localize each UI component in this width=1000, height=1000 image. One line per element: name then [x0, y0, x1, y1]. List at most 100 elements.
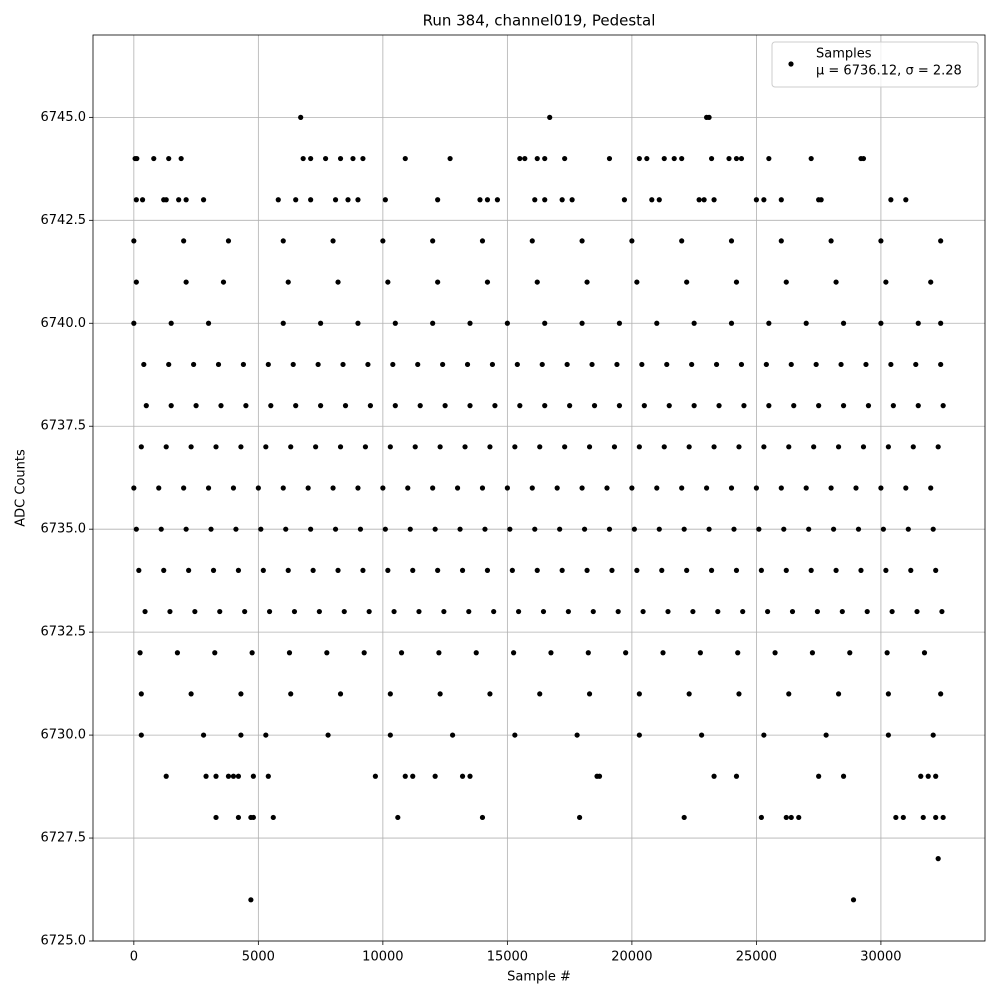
sample-point	[489, 361, 496, 368]
sample-point	[365, 361, 371, 368]
sample-point	[258, 526, 264, 532]
sample-point	[938, 691, 944, 697]
sample-point	[178, 155, 184, 162]
sample-point	[213, 814, 219, 821]
sample-point	[733, 773, 740, 779]
sample-point	[576, 814, 583, 821]
sample-point	[362, 444, 369, 450]
sample-point	[708, 155, 715, 162]
sample-point	[711, 773, 717, 779]
sample-point	[213, 444, 219, 450]
sample-point	[454, 485, 461, 491]
sample-point	[641, 403, 647, 409]
sample-point	[786, 691, 792, 697]
sample-point	[440, 361, 446, 368]
sample-point	[542, 403, 548, 409]
sample-point	[268, 403, 274, 409]
sample-point	[539, 361, 545, 368]
sample-point	[380, 485, 386, 491]
sample-point	[134, 155, 140, 162]
sample-point	[494, 197, 501, 203]
sample-point	[557, 526, 563, 532]
sample-point	[360, 155, 366, 162]
sample-point	[283, 526, 289, 532]
sample-point	[280, 320, 286, 326]
sample-point	[586, 691, 593, 697]
sample-point	[139, 197, 146, 203]
sample-point	[585, 650, 591, 656]
sample-point	[280, 238, 286, 244]
sample-point	[181, 485, 187, 491]
sample-point	[242, 608, 248, 615]
sample-point	[814, 608, 821, 615]
sample-point	[855, 526, 862, 532]
sample-point	[217, 608, 223, 615]
sample-point	[928, 279, 934, 285]
sample-point	[200, 732, 207, 738]
sample-point	[230, 773, 237, 779]
sample-point	[833, 279, 839, 285]
sample-point	[340, 361, 346, 368]
sample-point	[288, 444, 294, 450]
sample-point	[143, 403, 149, 409]
sample-point	[604, 485, 610, 491]
sample-point	[883, 279, 889, 285]
sample-point	[342, 403, 349, 409]
sample-point	[512, 444, 518, 450]
sample-point	[733, 155, 740, 162]
legend-label: Samples	[816, 47, 872, 62]
sample-point	[930, 526, 936, 532]
sample-point	[679, 238, 685, 244]
sample-point	[200, 197, 207, 203]
sample-point	[402, 773, 408, 779]
sample-point	[860, 155, 867, 162]
sample-point	[763, 361, 769, 368]
sample-point	[631, 526, 637, 532]
sample-point	[733, 567, 740, 573]
sample-point	[410, 773, 416, 779]
sample-point	[131, 320, 137, 326]
sample-point	[166, 361, 172, 368]
sample-point	[300, 155, 306, 162]
x-tick-label: 10000	[362, 950, 403, 965]
sample-point	[816, 773, 822, 779]
sample-point	[786, 444, 792, 450]
sample-point	[914, 608, 920, 615]
sample-point	[205, 320, 212, 326]
sample-point	[933, 773, 939, 779]
sample-point	[933, 567, 939, 573]
sample-point	[534, 567, 540, 573]
sample-point	[308, 197, 314, 203]
sample-point	[567, 403, 573, 409]
sample-point	[803, 320, 809, 326]
sample-point	[818, 197, 824, 203]
sample-point	[939, 608, 945, 615]
sample-point	[335, 567, 341, 573]
sample-point	[305, 485, 311, 491]
sample-point	[447, 155, 453, 162]
sample-point	[889, 608, 895, 615]
sample-point	[629, 485, 635, 491]
sample-point	[509, 567, 515, 573]
sample-point	[562, 155, 568, 162]
legend-box	[771, 41, 979, 88]
sample-point	[168, 320, 174, 326]
sample-point	[290, 361, 296, 368]
sample-point	[766, 403, 772, 409]
sample-point	[266, 608, 273, 615]
sample-point	[487, 444, 493, 450]
sample-point	[183, 526, 189, 532]
sample-point	[479, 814, 486, 821]
sample-point	[903, 197, 909, 203]
sample-point	[466, 608, 472, 615]
sample-point	[621, 197, 628, 203]
sample-point	[291, 608, 298, 615]
sample-point	[166, 155, 172, 162]
sample-point	[586, 444, 593, 450]
x-tick-label: 30000	[860, 950, 901, 965]
sample-point	[756, 526, 762, 532]
sample-point	[151, 155, 157, 162]
sample-point	[457, 526, 463, 532]
sample-point	[654, 485, 660, 491]
sample-point	[417, 403, 423, 409]
